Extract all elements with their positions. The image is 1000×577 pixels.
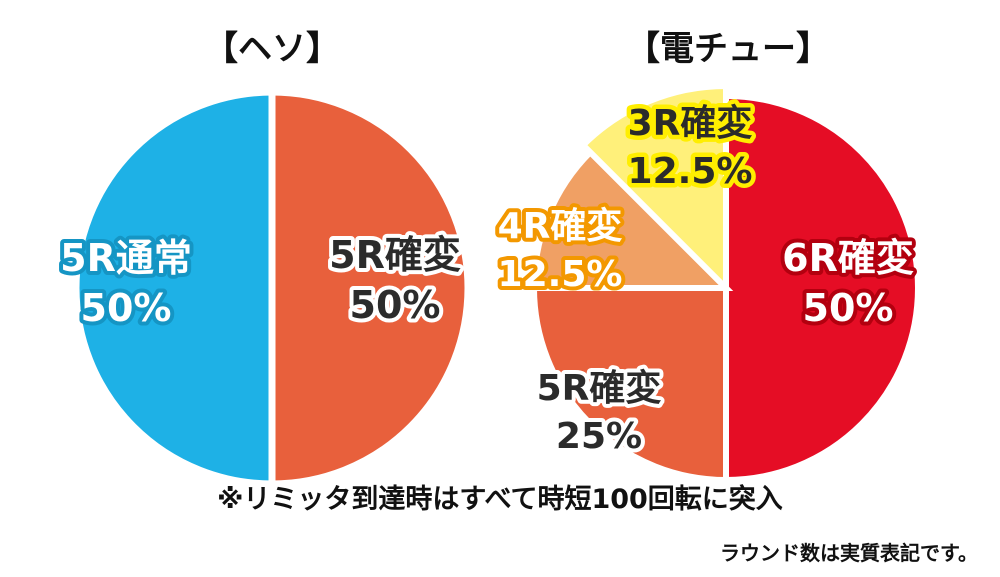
- label-pie2-light: 4R確変 12.5%: [498, 205, 623, 295]
- pie2-title: 【電チュー】: [626, 29, 830, 69]
- pie1-title: 【ヘソ】: [204, 29, 340, 69]
- label-pie1-blue: 5R通常 50%: [60, 236, 192, 330]
- pie2: [530, 82, 921, 484]
- footnote: ※リミッタ到達時はすべて時短100回転に突入: [217, 483, 783, 515]
- label-pie2-red: 6R確変 50%: [782, 236, 914, 330]
- pie2-slice-5R確変: [530, 285, 729, 484]
- pie2-slice-4R確変: [530, 147, 734, 291]
- pie2-slice-3R確変: [578, 82, 729, 296]
- pie1-slice-5R通常: [72, 88, 276, 488]
- pie2-slice-6R確変: [723, 92, 921, 484]
- pie1: [72, 88, 472, 488]
- label-pie2-orange: 5R確変 25%: [537, 367, 662, 457]
- note: ラウンド数は実質表記です。: [720, 541, 978, 565]
- label-pie1-orange: 5R確変 50%: [329, 233, 461, 327]
- label-pie2-yellow: 3R確変 12.5%: [628, 102, 753, 192]
- slice-labels: 5R通常 50% 5R確変 50% 6R確変 50% 5R確変 25% 4R確変 12.5%3R確…: [56, 98, 918, 462]
- pie1-slice-5R確変: [268, 88, 472, 488]
